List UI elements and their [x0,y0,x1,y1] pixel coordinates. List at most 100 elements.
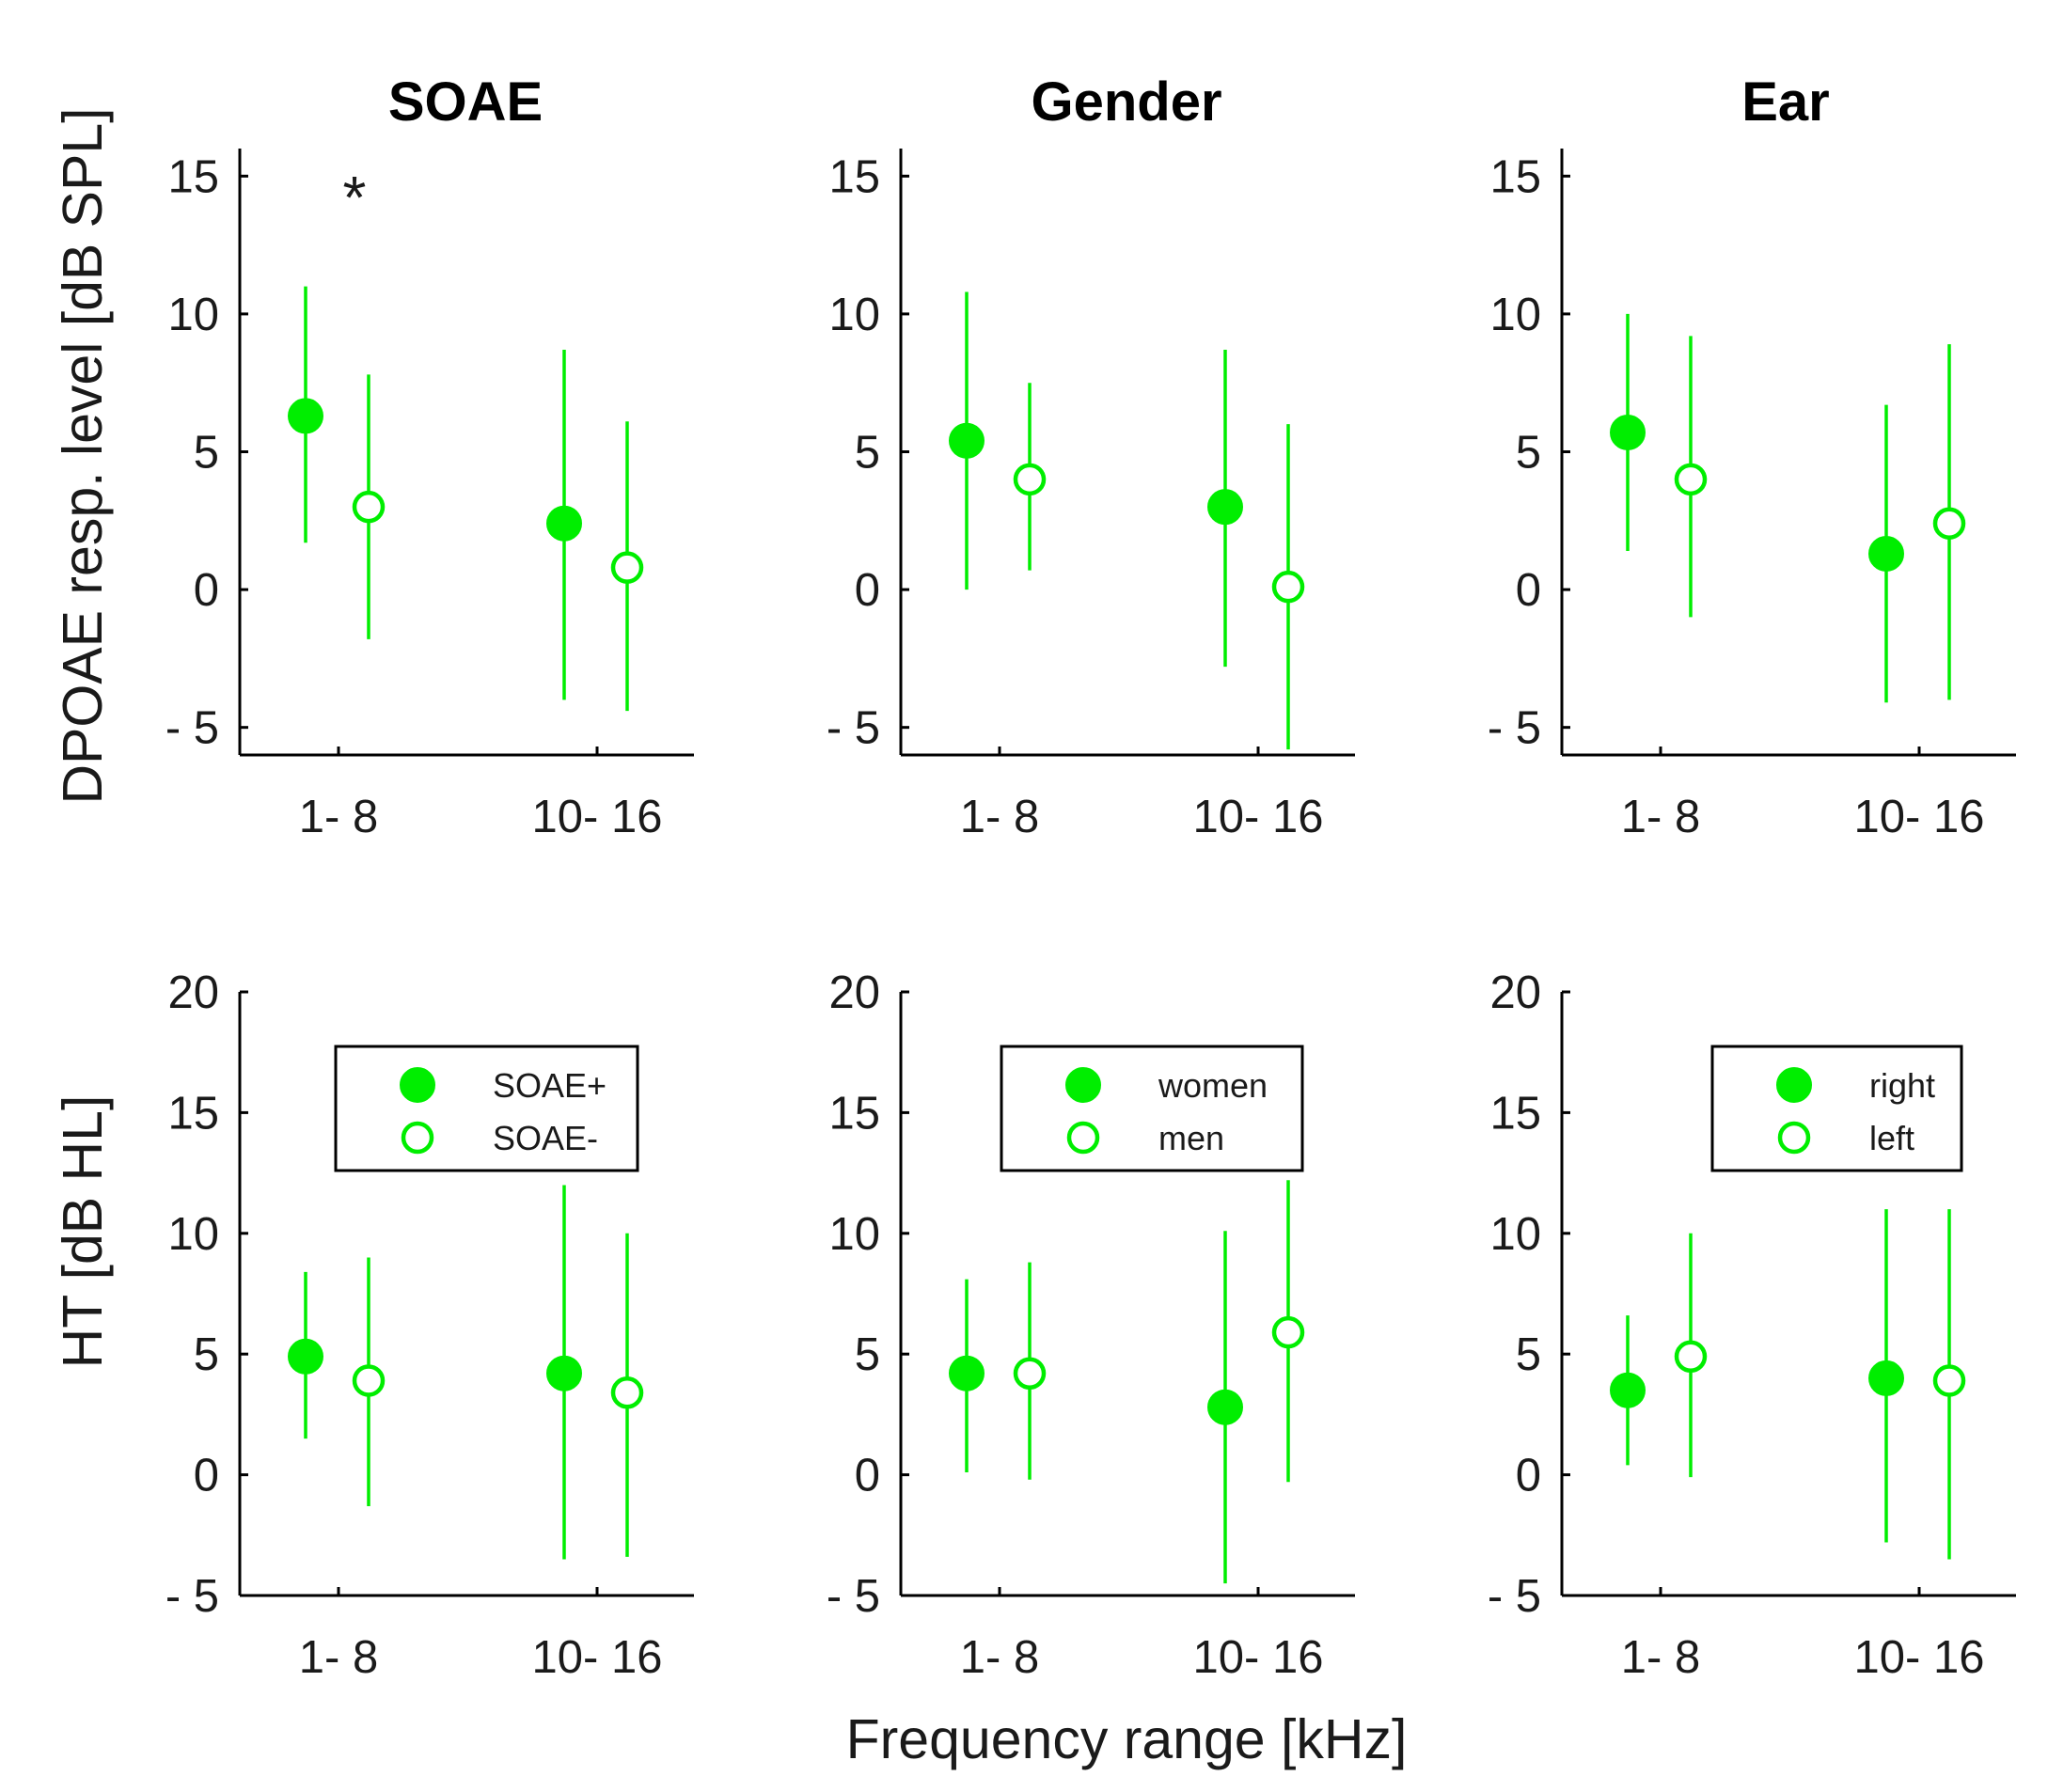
top-row-ylabel: DPOAE resp. level [dB SPL] [52,107,114,804]
y-tick-label: 15 [167,151,219,202]
x-tick-label: 10- 16 [1193,1632,1324,1683]
y-tick-label: 0 [194,565,219,616]
open-point [610,1376,644,1409]
open-point [1932,1364,1966,1397]
filled-point [949,1355,985,1391]
x-tick-label: 10- 16 [1193,792,1324,842]
y-tick-label: 15 [1489,1088,1541,1139]
x-tick-label: 10- 16 [1854,1632,1985,1683]
y-tick-label: 10 [1489,290,1541,340]
panel-bottom-ear: - 5 0 5 10 15 20 1- 8 10- 16 right left [1488,967,2016,1683]
y-tick-label: 5 [194,1329,219,1380]
legend-marker [1776,1067,1812,1103]
x-tick-label: 1- 8 [299,1632,378,1683]
y-tick-label: 15 [167,1088,219,1139]
open-point [1271,1315,1305,1349]
legend-marker [400,1067,435,1103]
open-point [1674,1340,1708,1374]
open-point [610,551,644,584]
y-tick-label: 5 [194,428,219,479]
filled-point [546,505,582,542]
y-tick-label: 10 [167,290,219,340]
open-point [1932,507,1966,540]
filled-point [288,398,323,434]
y-tick-label: 10 [167,1209,219,1260]
legend-label: men [1158,1119,1224,1157]
y-tick-label: - 5 [827,1571,880,1622]
x-tick-label: 1- 8 [299,792,378,842]
filled-point [949,422,985,459]
x-axis-title: Frequency range [kHz] [846,1708,1408,1770]
x-tick-label: 10- 16 [532,792,663,842]
legend-marker [1777,1121,1811,1155]
legend-marker [1066,1121,1100,1155]
y-tick-label: - 5 [1488,1571,1541,1622]
y-tick-label: 0 [855,1451,880,1501]
y-tick-label: 15 [828,151,880,202]
open-point [1013,463,1047,496]
open-point [352,490,386,524]
legend-label: SOAE- [493,1119,598,1157]
x-tick-label: 1- 8 [960,792,1039,842]
y-tick-label: 10 [828,290,880,340]
filled-point [546,1355,582,1391]
open-point [1013,1357,1047,1390]
legend-marker [1065,1067,1101,1103]
y-tick-label: 5 [1516,1329,1541,1380]
y-tick-label: 5 [1516,428,1541,479]
legend-box [1000,1045,1304,1172]
y-tick-label: 0 [1516,565,1541,616]
y-tick-label: 0 [855,565,880,616]
open-point [352,1364,386,1397]
legend: right left [1710,1045,1963,1172]
legend-marker [401,1121,434,1155]
x-tick-label: 10- 16 [1854,792,1985,842]
y-tick-label: 0 [194,1451,219,1501]
y-tick-label: 10 [1489,1209,1541,1260]
column-title-ear: Ear [1741,71,1830,133]
filled-point [1868,535,1904,572]
panel-top-soae: - 5 0 5 10 15 1- 8 10- 16 * [165,149,694,842]
legend-box [334,1045,639,1172]
y-tick-label: 15 [828,1088,880,1139]
panel-top-ear: - 5 0 5 10 15 1- 8 10- 16 [1488,149,2016,842]
legend-label: SOAE+ [493,1066,607,1105]
y-tick-label: 20 [167,967,219,1018]
y-tick-label: - 5 [165,1571,219,1622]
legend-label: women [1158,1066,1268,1105]
panel-bottom-gender: - 5 0 5 10 15 20 1- 8 10- 16 women men [827,967,1355,1683]
legend-box [1710,1045,1963,1172]
y-tick-label: - 5 [827,703,880,754]
y-tick-label: - 5 [1488,703,1541,754]
y-tick-label: 15 [1489,151,1541,202]
y-tick-label: 5 [855,1329,880,1380]
filled-point [1207,489,1243,526]
open-point [1271,570,1305,604]
y-tick-label: 20 [1489,967,1541,1018]
y-tick-label: 20 [828,967,880,1018]
legend-label: left [1869,1119,1914,1157]
y-tick-label: 10 [828,1209,880,1260]
filled-point [288,1338,323,1375]
panel-bottom-soae: - 5 0 5 10 15 20 1- 8 10- 16 SOAE+ SOAE- [165,967,694,1683]
filled-point [1207,1389,1243,1425]
x-tick-label: 1- 8 [1621,1632,1700,1683]
y-tick-label: - 5 [165,703,219,754]
legend: women men [1000,1045,1304,1172]
x-tick-label: 1- 8 [960,1632,1039,1683]
x-tick-label: 10- 16 [532,1632,663,1683]
legend: SOAE+ SOAE- [334,1045,639,1172]
filled-point [1868,1360,1904,1396]
significance-star: * [343,164,367,231]
panel-top-gender: - 5 0 5 10 15 1- 8 10- 16 [827,149,1355,842]
filled-point [1610,414,1646,450]
column-title-gender: Gender [1031,71,1221,133]
filled-point [1610,1372,1646,1408]
y-tick-label: 5 [855,428,880,479]
y-tick-label: 0 [1516,1451,1541,1501]
column-title-soae: SOAE [388,71,543,133]
x-tick-label: 1- 8 [1621,792,1700,842]
